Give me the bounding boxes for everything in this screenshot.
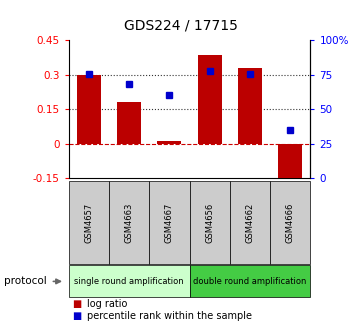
Bar [197,55,222,144]
Text: GSM4667: GSM4667 [165,202,174,243]
Bar [238,68,262,144]
Text: GSM4666: GSM4666 [286,202,295,243]
Text: single round amplification: single round amplification [74,277,184,286]
Text: ■: ■ [72,311,82,321]
Bar [157,141,182,144]
Text: ■: ■ [72,299,82,309]
Bar [278,144,303,185]
Text: GSM4656: GSM4656 [205,203,214,243]
Text: GSM4662: GSM4662 [245,203,255,243]
Text: GSM4663: GSM4663 [125,202,134,243]
Text: double round amplification: double round amplification [193,277,307,286]
Bar [77,75,101,144]
Text: GSM4657: GSM4657 [84,203,93,243]
Text: percentile rank within the sample: percentile rank within the sample [87,311,252,321]
Text: protocol: protocol [4,277,46,286]
Text: GDS224 / 17715: GDS224 / 17715 [123,18,238,33]
Text: log ratio: log ratio [87,299,127,309]
Bar [117,102,141,144]
